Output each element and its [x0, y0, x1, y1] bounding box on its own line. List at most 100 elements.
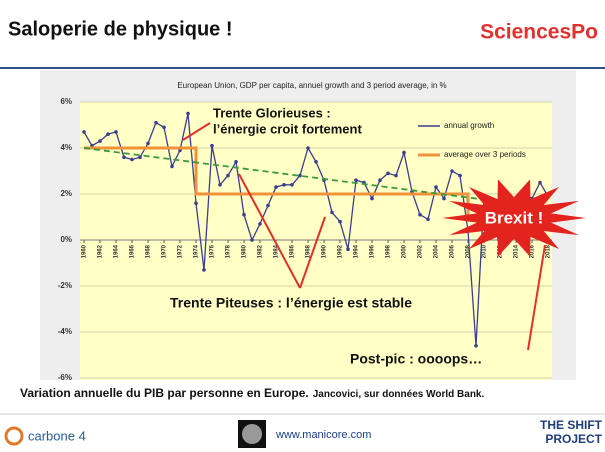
- caption-main: Variation annuelle du PIB par personne e…: [20, 386, 309, 400]
- point: [258, 222, 262, 226]
- point: [186, 111, 190, 116]
- x-tick-label: 1996: [370, 244, 376, 258]
- y-tick-label: -2%: [58, 281, 72, 290]
- x-tick-label: 1988: [306, 244, 312, 258]
- point: [434, 185, 438, 189]
- annotation: Trente Glorieuses :: [213, 105, 331, 120]
- x-tick-label: 1980: [242, 244, 248, 258]
- point: [442, 196, 446, 201]
- point: [242, 212, 246, 217]
- point: [418, 212, 422, 217]
- y-tick-label: -4%: [58, 327, 72, 336]
- x-tick-label: 1984: [274, 244, 280, 258]
- annotation: l’énergie croit fortement: [213, 121, 362, 136]
- point: [474, 344, 478, 348]
- x-tick-label: 1994: [354, 244, 360, 258]
- x-tick-label: 2008: [466, 244, 472, 258]
- annotation: Brexit !: [485, 208, 544, 227]
- arrow: [182, 122, 211, 141]
- chart: -6% -4% -2% 0% 2% 4% 6% 1960 1962 1964 1966 1968 197…: [58, 97, 586, 382]
- point: [202, 268, 206, 272]
- trend-line: [83, 147, 549, 209]
- y-tick-label: 4%: [60, 143, 72, 152]
- brand: carbone 4: [28, 428, 86, 443]
- x-tick-label: 2014: [514, 244, 520, 258]
- annotation: Post-pic : oooops…: [350, 351, 482, 367]
- point: [346, 247, 350, 251]
- point: [338, 219, 342, 224]
- x-tick-label: 1966: [130, 244, 136, 258]
- point: [234, 160, 238, 164]
- point: [386, 171, 390, 176]
- point: [194, 201, 198, 205]
- y-tick-label: -6%: [58, 373, 72, 382]
- point: [426, 217, 430, 222]
- x-tick-label: 2002: [418, 244, 424, 258]
- burst: [442, 179, 586, 257]
- logo: SciencesPo: [480, 21, 598, 44]
- x-tick-label: 1998: [386, 244, 392, 258]
- arrow: [299, 216, 326, 289]
- point: [138, 155, 142, 159]
- x-tick-label: 1964: [114, 244, 120, 258]
- point: [162, 125, 166, 130]
- x-tick-label: 1968: [146, 244, 152, 258]
- point: [306, 146, 310, 150]
- y-tick-label: 6%: [60, 97, 72, 106]
- arrow: [527, 244, 546, 351]
- x-tick-label: 1986: [290, 244, 296, 258]
- point: [538, 180, 542, 185]
- x-tick-label: 1978: [226, 244, 232, 258]
- point: [450, 169, 454, 173]
- x-tick-label: 2004: [434, 244, 440, 258]
- point: [146, 141, 150, 146]
- x-tick-label: 1962: [98, 244, 104, 258]
- caption: Variation annuelle du PIB par personne e…: [20, 386, 484, 400]
- point: [106, 132, 110, 136]
- moon: [242, 424, 262, 444]
- x-tick-label: 1970: [162, 244, 168, 258]
- x-tick-label: 1992: [338, 244, 344, 258]
- point: [218, 183, 222, 187]
- point: [314, 160, 318, 164]
- x-tick-label: 1982: [258, 244, 264, 258]
- point: [122, 155, 126, 159]
- point: [98, 139, 102, 143]
- x-tick-label: 1972: [178, 244, 184, 258]
- point: [250, 238, 254, 242]
- point: [394, 173, 398, 178]
- x-tick-label: 2000: [402, 244, 408, 258]
- point: [226, 173, 230, 178]
- x-tick-label: 1960: [82, 244, 88, 258]
- x-tick-label: 2018: [546, 244, 552, 258]
- point: [82, 130, 86, 134]
- x-tick-label: 2006: [450, 244, 456, 258]
- point: [130, 157, 134, 162]
- point: [290, 183, 294, 187]
- y-tick-label: 0%: [60, 235, 72, 244]
- point: [274, 185, 278, 189]
- legend-label: annual growth: [444, 121, 494, 130]
- x-tick-label: 2010: [482, 244, 488, 258]
- slide-title: Saloperie de physique !: [8, 18, 233, 40]
- point: [266, 203, 270, 208]
- x-tick-label: 1976: [210, 244, 216, 258]
- url: www.manicore.com: [275, 429, 371, 441]
- y-tick-label: 2%: [60, 189, 72, 198]
- legend-label: average over 3 periods: [444, 150, 526, 159]
- brand-icon: [4, 426, 24, 446]
- x-tick-label: 1990: [322, 244, 328, 258]
- partner-line2: PROJECT: [545, 432, 602, 446]
- partner-line1: THE SHIFT: [540, 418, 603, 432]
- point: [378, 178, 382, 182]
- point: [370, 196, 374, 201]
- point: [210, 143, 214, 148]
- chart-title: European Union, GDP per capita, annuel g…: [177, 81, 446, 90]
- point: [298, 173, 302, 178]
- arrow: [238, 173, 301, 289]
- caption-source: Jancovici, sur données World Bank.: [313, 389, 485, 400]
- x-tick-label: 2016: [530, 244, 536, 258]
- point: [354, 178, 358, 182]
- point: [330, 210, 334, 215]
